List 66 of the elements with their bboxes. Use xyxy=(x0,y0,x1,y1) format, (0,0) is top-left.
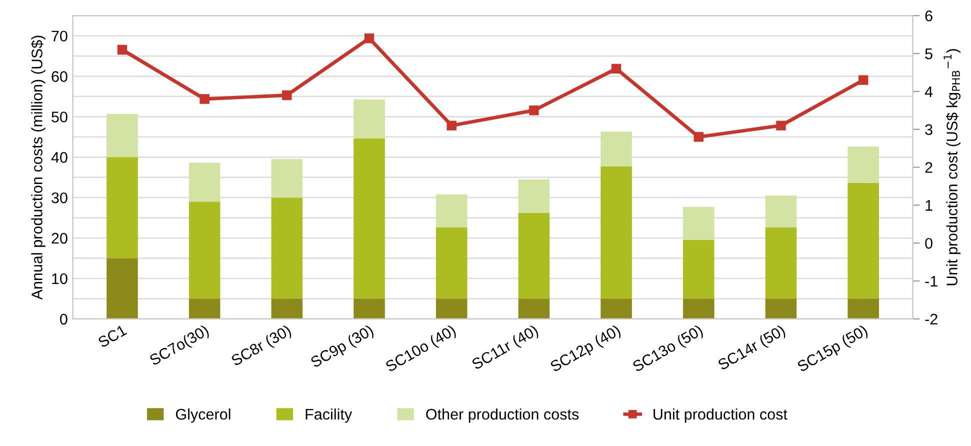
bar xyxy=(188,298,220,319)
bar xyxy=(354,99,385,139)
y2-tick-label: 5 xyxy=(925,48,932,60)
y2-tick-label: 1 xyxy=(926,200,932,211)
bar xyxy=(106,258,138,319)
bar xyxy=(600,132,632,166)
y2-tick-label: -2 xyxy=(925,314,938,324)
point xyxy=(200,94,210,104)
legend-label: Facility xyxy=(306,408,352,423)
bar xyxy=(354,298,385,319)
bar xyxy=(518,179,550,213)
y-tick-label: 70 xyxy=(52,30,68,42)
bar xyxy=(848,146,879,184)
y-tick-label: 0 xyxy=(60,314,68,325)
bar xyxy=(848,183,879,299)
bar xyxy=(683,298,714,319)
bar xyxy=(765,298,797,319)
bar xyxy=(683,206,714,240)
bar xyxy=(436,298,468,319)
bar xyxy=(188,162,220,202)
bar xyxy=(518,298,550,319)
y-tick-label: 20 xyxy=(52,232,68,244)
y2-tick-label: 6 xyxy=(925,10,932,22)
bar xyxy=(271,298,303,319)
y2-tick-label: 0 xyxy=(925,238,932,249)
bar xyxy=(848,298,879,319)
bar xyxy=(765,196,797,228)
bar xyxy=(106,157,138,258)
point xyxy=(282,90,292,100)
bar xyxy=(600,298,632,319)
x-tick-label: SC1 xyxy=(97,324,128,348)
point xyxy=(858,75,868,85)
legend-label: Other production costs xyxy=(426,408,579,423)
legend-label: Unit production cost xyxy=(654,408,788,423)
point xyxy=(364,33,374,44)
y-tick-label: 50 xyxy=(52,112,68,122)
bar xyxy=(600,166,632,299)
point xyxy=(529,106,539,116)
y2-tick-label: 3 xyxy=(925,124,932,136)
point xyxy=(117,44,128,55)
bar xyxy=(683,240,714,299)
point xyxy=(446,120,456,130)
bar xyxy=(518,212,550,299)
y2-tick-label: 2 xyxy=(925,162,932,173)
bar xyxy=(106,114,138,158)
x-tick-label: SC9p (30) xyxy=(310,324,376,371)
y-axis-title: Annual production costs (million) (US$) xyxy=(30,36,46,300)
y2-tick-label: -1 xyxy=(925,276,938,287)
bar xyxy=(765,228,797,299)
x-tick-label: SC8r (30) xyxy=(230,324,294,369)
bar xyxy=(436,194,468,228)
bar xyxy=(354,138,385,299)
y2-tick-label: 4 xyxy=(924,86,933,97)
y-tick-label: 60 xyxy=(52,71,68,82)
y-tick-label: 40 xyxy=(51,152,68,163)
point xyxy=(611,64,622,74)
bar xyxy=(271,159,303,198)
y2-axis-title: Unit production cost (US$ kg$_{PHB}$$^{−1}$) xyxy=(944,49,960,286)
point xyxy=(694,132,704,142)
point xyxy=(776,120,786,130)
bar xyxy=(436,228,468,299)
y-tick-label: 30 xyxy=(52,192,68,204)
y-tick-label: 10 xyxy=(52,273,68,284)
legend-label: Glycerol xyxy=(176,408,230,423)
bar xyxy=(271,198,303,299)
bar xyxy=(188,202,220,299)
